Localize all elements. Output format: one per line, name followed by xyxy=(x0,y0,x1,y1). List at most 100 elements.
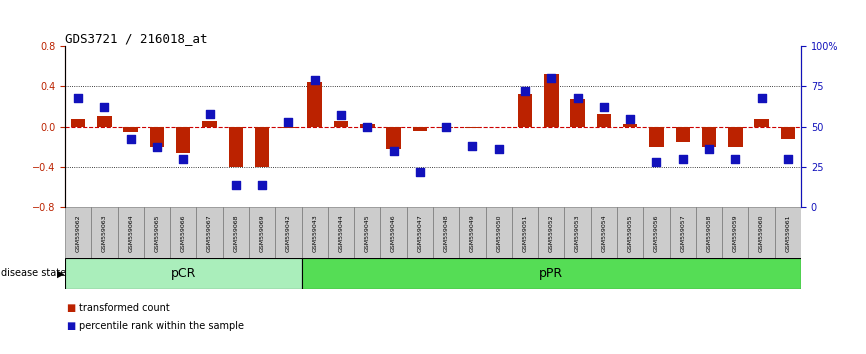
Bar xyxy=(412,127,427,131)
Bar xyxy=(722,207,748,258)
Text: GSM559058: GSM559058 xyxy=(707,214,712,251)
Bar xyxy=(623,124,637,127)
Point xyxy=(98,104,112,110)
Bar xyxy=(597,114,611,127)
Point xyxy=(466,143,480,149)
Bar xyxy=(255,127,269,167)
Point xyxy=(518,88,532,94)
Text: GSM559064: GSM559064 xyxy=(128,214,133,252)
Bar xyxy=(643,207,669,258)
Bar xyxy=(249,207,275,258)
Point xyxy=(754,95,768,101)
Text: GSM559053: GSM559053 xyxy=(575,214,580,252)
Bar xyxy=(617,207,643,258)
Point xyxy=(307,77,321,83)
Bar xyxy=(176,127,191,153)
Point xyxy=(571,95,585,101)
Text: GSM559052: GSM559052 xyxy=(549,214,553,252)
Bar xyxy=(97,116,112,127)
Point xyxy=(728,156,742,161)
Text: GSM559065: GSM559065 xyxy=(154,214,159,251)
Text: GSM559069: GSM559069 xyxy=(260,214,265,252)
Point xyxy=(624,116,637,121)
Bar xyxy=(591,207,617,258)
Bar xyxy=(780,127,795,139)
Bar xyxy=(118,207,144,258)
Text: GSM559067: GSM559067 xyxy=(207,214,212,252)
Text: GSM559062: GSM559062 xyxy=(75,214,81,252)
Point xyxy=(492,146,506,152)
Bar xyxy=(124,127,138,132)
Bar xyxy=(538,207,565,258)
Point xyxy=(439,124,453,130)
Point xyxy=(150,145,164,150)
Bar xyxy=(91,207,118,258)
Text: transformed count: transformed count xyxy=(79,303,170,313)
Bar xyxy=(328,207,354,258)
Point xyxy=(255,182,269,187)
Bar xyxy=(544,74,559,127)
Text: GSM559047: GSM559047 xyxy=(417,214,423,252)
Point xyxy=(702,146,716,152)
Text: GSM559046: GSM559046 xyxy=(391,214,396,252)
Text: GSM559050: GSM559050 xyxy=(496,214,501,251)
Bar xyxy=(675,127,690,142)
Text: GDS3721 / 216018_at: GDS3721 / 216018_at xyxy=(65,32,208,45)
Text: GSM559068: GSM559068 xyxy=(233,214,238,251)
Bar xyxy=(754,119,769,127)
Text: GSM559066: GSM559066 xyxy=(181,214,185,251)
Text: GSM559057: GSM559057 xyxy=(681,214,685,252)
Bar xyxy=(407,207,433,258)
Point xyxy=(386,148,400,154)
Text: ▶: ▶ xyxy=(57,268,65,279)
Point xyxy=(177,156,191,161)
Text: GSM559042: GSM559042 xyxy=(286,214,291,252)
Bar xyxy=(203,120,216,127)
Bar xyxy=(459,207,486,258)
Text: GSM559063: GSM559063 xyxy=(102,214,107,252)
Text: pCR: pCR xyxy=(171,267,196,280)
Text: GSM559056: GSM559056 xyxy=(654,214,659,251)
Bar xyxy=(71,119,86,127)
Bar xyxy=(701,127,716,147)
Bar xyxy=(696,207,722,258)
Text: GSM559060: GSM559060 xyxy=(759,214,764,251)
Text: GSM559044: GSM559044 xyxy=(339,214,344,252)
Bar xyxy=(65,207,91,258)
Point xyxy=(71,95,85,101)
Text: GSM559048: GSM559048 xyxy=(443,214,449,252)
Bar xyxy=(360,124,374,127)
Point xyxy=(124,137,138,142)
Text: disease state: disease state xyxy=(1,268,66,279)
Text: GSM559061: GSM559061 xyxy=(785,214,791,251)
Bar xyxy=(512,207,538,258)
Point xyxy=(650,159,663,165)
Text: GSM559054: GSM559054 xyxy=(601,214,606,252)
Text: ■: ■ xyxy=(66,303,75,313)
Bar xyxy=(301,207,328,258)
Bar xyxy=(229,127,243,167)
Bar xyxy=(307,82,322,127)
Bar xyxy=(728,127,742,147)
Point xyxy=(781,156,795,161)
Point xyxy=(229,182,242,187)
Text: pPR: pPR xyxy=(540,267,564,280)
Bar xyxy=(571,99,585,127)
Bar xyxy=(150,127,165,147)
Bar xyxy=(650,127,663,147)
Text: GSM559051: GSM559051 xyxy=(522,214,527,251)
Bar xyxy=(65,258,301,289)
Bar xyxy=(775,207,801,258)
Bar xyxy=(380,207,407,258)
Point xyxy=(281,119,295,125)
Point xyxy=(203,111,216,116)
Text: GSM559049: GSM559049 xyxy=(470,214,475,252)
Text: GSM559043: GSM559043 xyxy=(313,214,317,252)
Bar xyxy=(144,207,170,258)
Point xyxy=(675,156,689,161)
Bar xyxy=(301,258,801,289)
Point xyxy=(597,104,611,110)
Bar xyxy=(354,207,380,258)
Point xyxy=(545,75,559,81)
Text: ■: ■ xyxy=(66,321,75,331)
